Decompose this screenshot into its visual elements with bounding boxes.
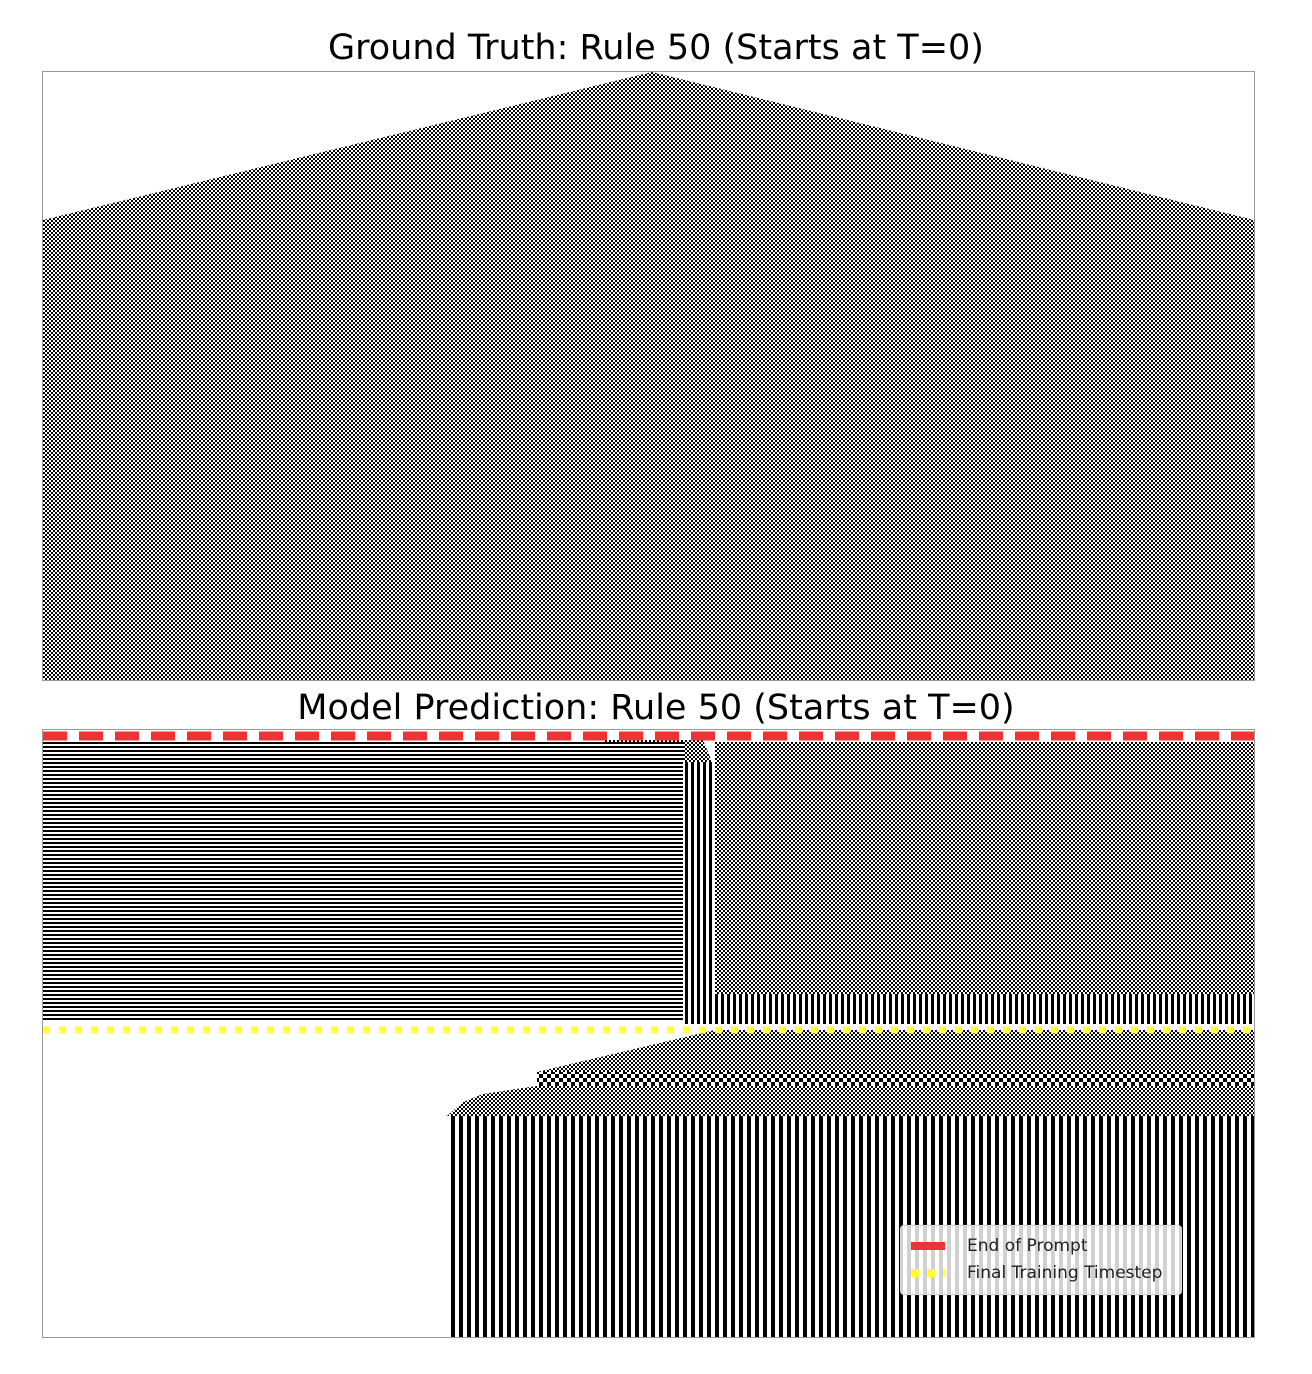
prediction-boundary-column [683, 762, 715, 1024]
legend-swatch-yellow [911, 1269, 945, 1277]
prediction-lower-checker [537, 1072, 1254, 1086]
ground-truth-automaton [43, 72, 1254, 680]
legend-label-final-training: Final Training Timestep [967, 1263, 1163, 1283]
ground-truth-pattern [43, 72, 1254, 680]
prediction-right-band [715, 994, 1254, 1024]
ground-truth-title: Ground Truth: Rule 50 (Starts at T=0) [328, 28, 984, 68]
legend: End of Prompt Final Training Timestep [900, 1225, 1182, 1295]
legend-item-final-training: Final Training Timestep [911, 1260, 1162, 1286]
legend-label-end-of-prompt: End of Prompt [967, 1236, 1088, 1256]
prediction-lower-slope [537, 1030, 1254, 1072]
prediction-lower-step [447, 1086, 1254, 1116]
ground-truth-plot [42, 71, 1255, 681]
legend-swatch-red [911, 1242, 945, 1250]
legend-item-end-of-prompt: End of Prompt [911, 1233, 1088, 1259]
prediction-right-block [715, 742, 1254, 994]
prediction-left-block [43, 742, 683, 1022]
prediction-plot: End of Prompt Final Training Timestep [42, 729, 1255, 1338]
prediction-automaton [43, 731, 1254, 1337]
prediction-title: Model Prediction: Rule 50 (Starts at T=0… [297, 688, 1015, 728]
